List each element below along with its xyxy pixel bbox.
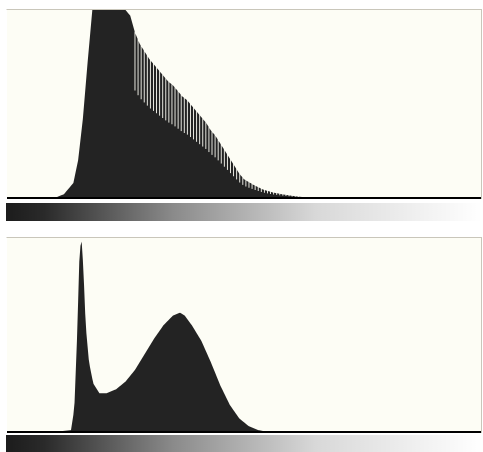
histogram-panel-top — [6, 9, 482, 199]
histogram-chart-bottom — [7, 238, 481, 433]
histogram-comb-gaps — [134, 31, 299, 198]
tonal-gradient-bar-top — [6, 203, 482, 221]
histogram-area — [7, 241, 481, 433]
tonal-gradient-bar-bottom — [6, 435, 482, 452]
histogram-chart-top — [7, 10, 481, 199]
histogram-area — [7, 10, 481, 199]
histogram-panel-bottom — [6, 237, 482, 433]
